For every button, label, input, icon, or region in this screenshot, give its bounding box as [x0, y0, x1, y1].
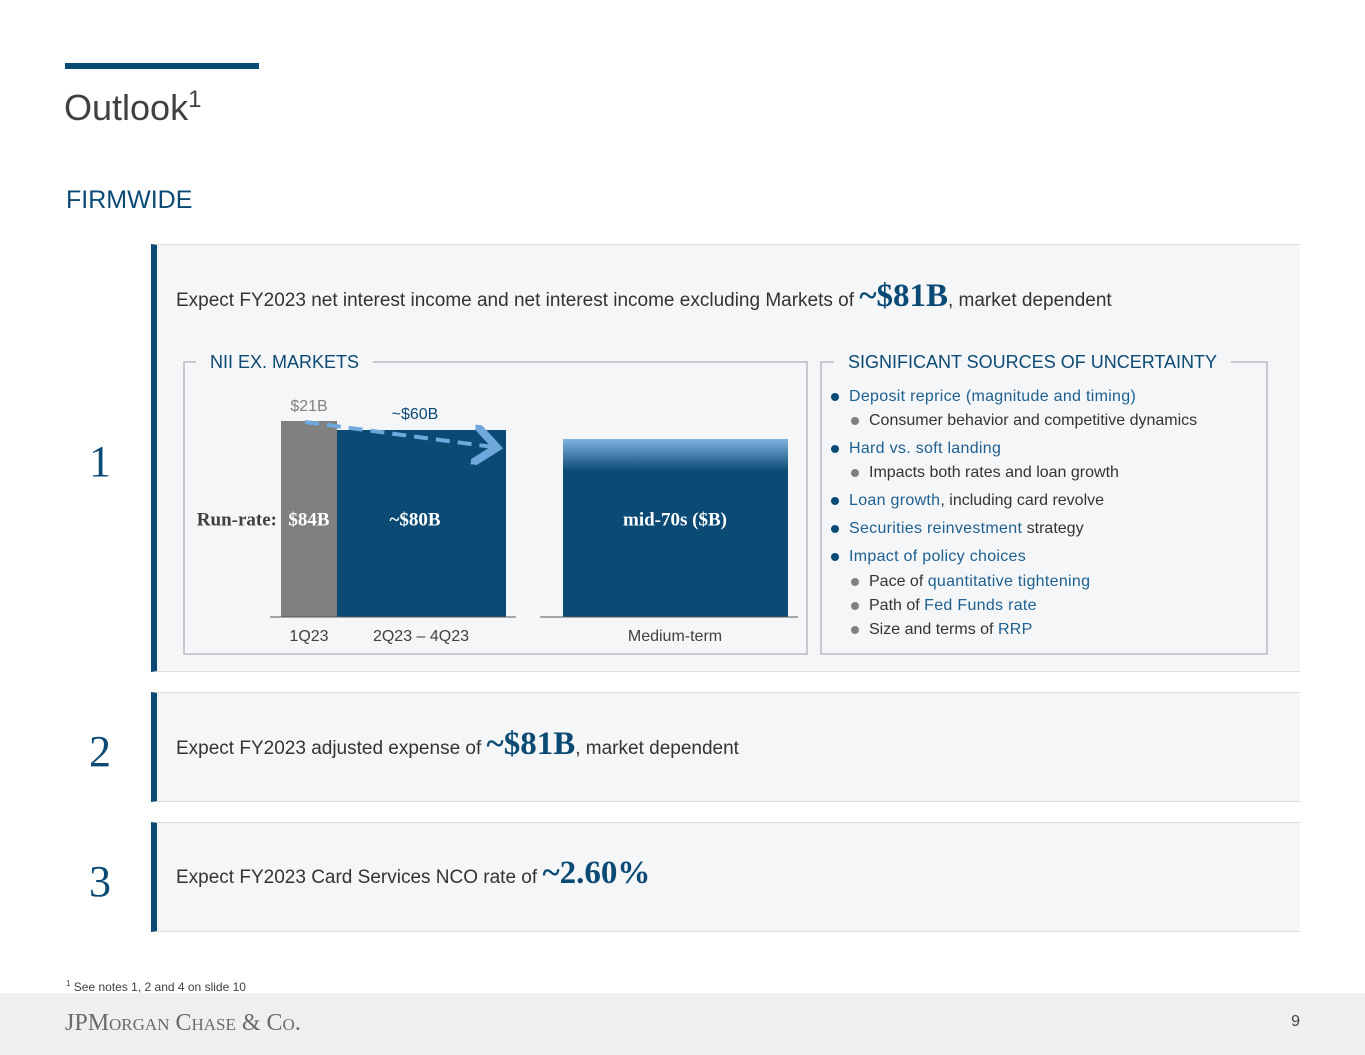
bar: [563, 439, 788, 617]
bar-label: ~$80B: [389, 509, 440, 530]
text: Expect FY2023 adjusted expense of: [176, 738, 487, 759]
bullet-text: RRP: [997, 621, 1033, 638]
item-box: [151, 822, 1300, 932]
bullet-dot: [851, 469, 859, 477]
bullet-text: Consumer behavior and competitive dynami…: [869, 412, 1198, 429]
bullet-dot: [851, 626, 859, 634]
highlight: ~2.60%: [542, 855, 651, 891]
logo: JPMorgan Chase & Co.: [65, 1010, 301, 1036]
bullet-dot: [831, 393, 839, 401]
footnote-marker: 1: [66, 979, 71, 988]
bullet-text: Path of: [869, 597, 925, 614]
panel-title: SIGNIFICANT SOURCES OF UNCERTAINTY: [834, 351, 1232, 373]
bullet-text: Hard vs. soft landing: [849, 440, 1002, 457]
trend-arrow: [304, 420, 493, 447]
bar: [281, 421, 337, 617]
footnote: 1 See notes 1, 2 and 4 on slide 10: [66, 979, 246, 994]
title-text: Outlook: [64, 87, 189, 128]
item-text: Expect FY2023 adjusted expense of ~$81B,…: [176, 726, 739, 763]
footer: [0, 993, 1365, 1055]
category-label: 1Q23: [289, 628, 328, 645]
title-rule: [65, 63, 259, 69]
bullet: Consumer behavior and competitive dynami…: [869, 411, 1197, 431]
bullet-text: Pace of: [869, 573, 928, 590]
bar-label: $84B: [288, 509, 330, 530]
category-label: 2Q23 – 4Q23: [373, 628, 469, 645]
nii-chart: $21B ~$60B Run-rate: $84B ~$80B mid-70s …: [197, 398, 798, 645]
bullet: Hard vs. soft landing: [849, 439, 1001, 459]
item-text: Expect FY2023 Card Services NCO rate of …: [176, 855, 650, 892]
highlight: ~$81B: [859, 278, 948, 314]
bar-label: mid-70s ($B): [623, 509, 727, 530]
top-label: $21B: [290, 398, 327, 415]
bullet: Securities reinvestment strategy: [849, 519, 1084, 539]
text: , market dependent: [947, 290, 1112, 311]
item-number: 2: [89, 727, 111, 776]
item-box: [151, 692, 1300, 802]
bullet-text: , including card revolve: [940, 492, 1105, 509]
bullet: Deposit reprice (magnitude and timing): [849, 387, 1136, 407]
uncertainty-panel: SIGNIFICANT SOURCES OF UNCERTAINTY Depos…: [820, 351, 1268, 655]
bullet-text: Size and terms of: [869, 621, 998, 638]
category-label: Medium-term: [628, 628, 722, 645]
bullet-dot: [851, 417, 859, 425]
top-label: ~$60B: [392, 406, 439, 423]
section-label: FIRMWIDE: [66, 186, 193, 214]
footnote-text: See notes 1, 2 and 4 on slide 10: [73, 980, 246, 994]
item-number: 1: [89, 437, 111, 486]
bullet-dot: [851, 602, 859, 610]
page-number: 9: [1291, 1013, 1300, 1030]
bullet: Loan growth, including card revolve: [849, 491, 1104, 511]
bullet-dot: [851, 578, 859, 586]
bullet-dot: [831, 497, 839, 505]
highlight: ~$81B: [486, 726, 576, 762]
text: Expect FY2023 net interest income and ne…: [176, 290, 860, 311]
bullet: Impacts both rates and loan growth: [869, 463, 1119, 483]
bullet: Impact of policy choices: [849, 547, 1026, 567]
bullet: Size and terms of RRP: [869, 620, 1033, 640]
item-text: Expect FY2023 net interest income and ne…: [176, 278, 1112, 315]
bullet-text: quantitative tightening: [927, 573, 1091, 590]
panel-title: NII EX. MARKETS: [196, 351, 374, 373]
nii-panel: NII EX. MARKETS: [183, 351, 808, 655]
title: Outlook1: [64, 86, 201, 129]
bullet: Pace of quantitative tightening: [869, 572, 1090, 592]
bullet-text: Impacts both rates and loan growth: [869, 464, 1119, 481]
bullet-text: Deposit reprice (magnitude and timing): [849, 388, 1137, 405]
bullet: Path of Fed Funds rate: [869, 596, 1037, 616]
bullet-dot: [831, 553, 839, 561]
bullet-text: Impact of policy choices: [849, 548, 1027, 565]
text: , market dependent: [575, 738, 739, 759]
bullet-text: strategy: [1022, 520, 1084, 537]
bullet-text: Fed Funds rate: [924, 597, 1037, 614]
item-number: 3: [89, 857, 111, 906]
title-superscript: 1: [188, 86, 202, 113]
bullet-text: Loan growth: [849, 492, 941, 509]
bullet-dot: [831, 525, 839, 533]
run-rate-label: Run-rate:: [197, 509, 277, 530]
text: Expect FY2023 Card Services NCO rate of: [176, 867, 543, 888]
bullet-dot: [831, 445, 839, 453]
bullet-text: Securities reinvestment: [849, 520, 1023, 537]
